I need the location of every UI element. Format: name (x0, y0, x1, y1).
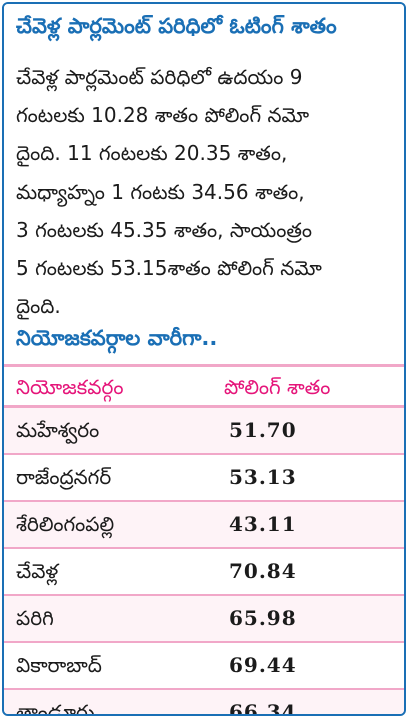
title-bar: చేవెళ్ల పార్లమెంట్ పరిధిలో ఓటింగ్ శాతం (4, 4, 404, 50)
table-row: తాండూరు 66.34 (4, 690, 404, 716)
percent-cell: 65.98 (229, 606, 297, 630)
table-row: రాజేంద్రనగర్ 53.13 (4, 455, 404, 502)
header-polling-percent: పోలింగ్ శాతం (224, 375, 331, 399)
percent-cell: 53.13 (229, 465, 297, 489)
percent-cell: 66.34 (229, 700, 297, 716)
body-line: మధ్యాహ్నం 1 గంటకు 34.56 శాతం, (16, 179, 305, 204)
body-line: 5 గంటలకు 53.15శాతం పోలింగ్ నమో (16, 256, 322, 281)
percent-cell: 70.84 (229, 559, 297, 583)
table-body: మహేశ్వరం 51.70 రాజేంద్రనగర్ 53.13 శేరిలి… (4, 408, 404, 716)
constituency-cell: మహేశ్వరం (16, 418, 100, 442)
body-paragraph: చేవెళ్ల పార్లమెంట్ పరిధిలో ఉదయం 9 గంటలకు… (16, 58, 396, 325)
results-table: నియోజకవర్గం పోలింగ్ శాతం మహేశ్వరం 51.70 … (4, 364, 404, 716)
body-line: చేవెళ్ల పార్లమెంట్ పరిధిలో ఉదయం 9 (16, 65, 303, 89)
box-title: చేవెళ్ల పార్లమెంట్ పరిధిలో ఓటింగ్ శాతం (16, 14, 337, 38)
constituency-cell: రాజేంద్రనగర్ (16, 465, 112, 489)
body-line: దైంది. (16, 294, 61, 319)
percent-cell: 51.70 (229, 418, 297, 442)
table-row: శేరిలింగంపల్లి 43.11 (4, 502, 404, 549)
percent-cell: 43.11 (229, 512, 297, 536)
table-row: పరిగి 65.98 (4, 596, 404, 643)
news-infobox: చేవెళ్ల పార్లమెంట్ పరిధిలో ఓటింగ్ శాతం చ… (2, 2, 406, 716)
table-header: నియోజకవర్గం పోలింగ్ శాతం (4, 364, 404, 408)
header-constituency: నియోజకవర్గం (16, 375, 124, 399)
percent-cell: 69.44 (229, 653, 297, 677)
constituency-cell: చేవెళ్ల (16, 559, 59, 583)
table-row: వికారాబాద్ 69.44 (4, 643, 404, 690)
table-row: మహేశ్వరం 51.70 (4, 408, 404, 455)
constituency-cell: వికారాబాద్ (16, 653, 102, 677)
constituency-cell: పరిగి (16, 606, 54, 630)
section-subheading: నియోజకవర్గాల వారీగా.. (16, 326, 218, 350)
constituency-cell: శేరిలింగంపల్లి (16, 512, 115, 536)
constituency-cell: తాండూరు (16, 700, 95, 716)
body-line: 3 గంటలకు 45.35 శాతం, సాయంత్రం (16, 217, 313, 242)
body-line: దైంది. 11 గంటలకు 20.35 శాతం, (16, 141, 288, 166)
table-row: చేవెళ్ల 70.84 (4, 549, 404, 596)
body-line: గంటలకు 10.28 శాతం పోలింగ్ నమో (16, 103, 310, 128)
